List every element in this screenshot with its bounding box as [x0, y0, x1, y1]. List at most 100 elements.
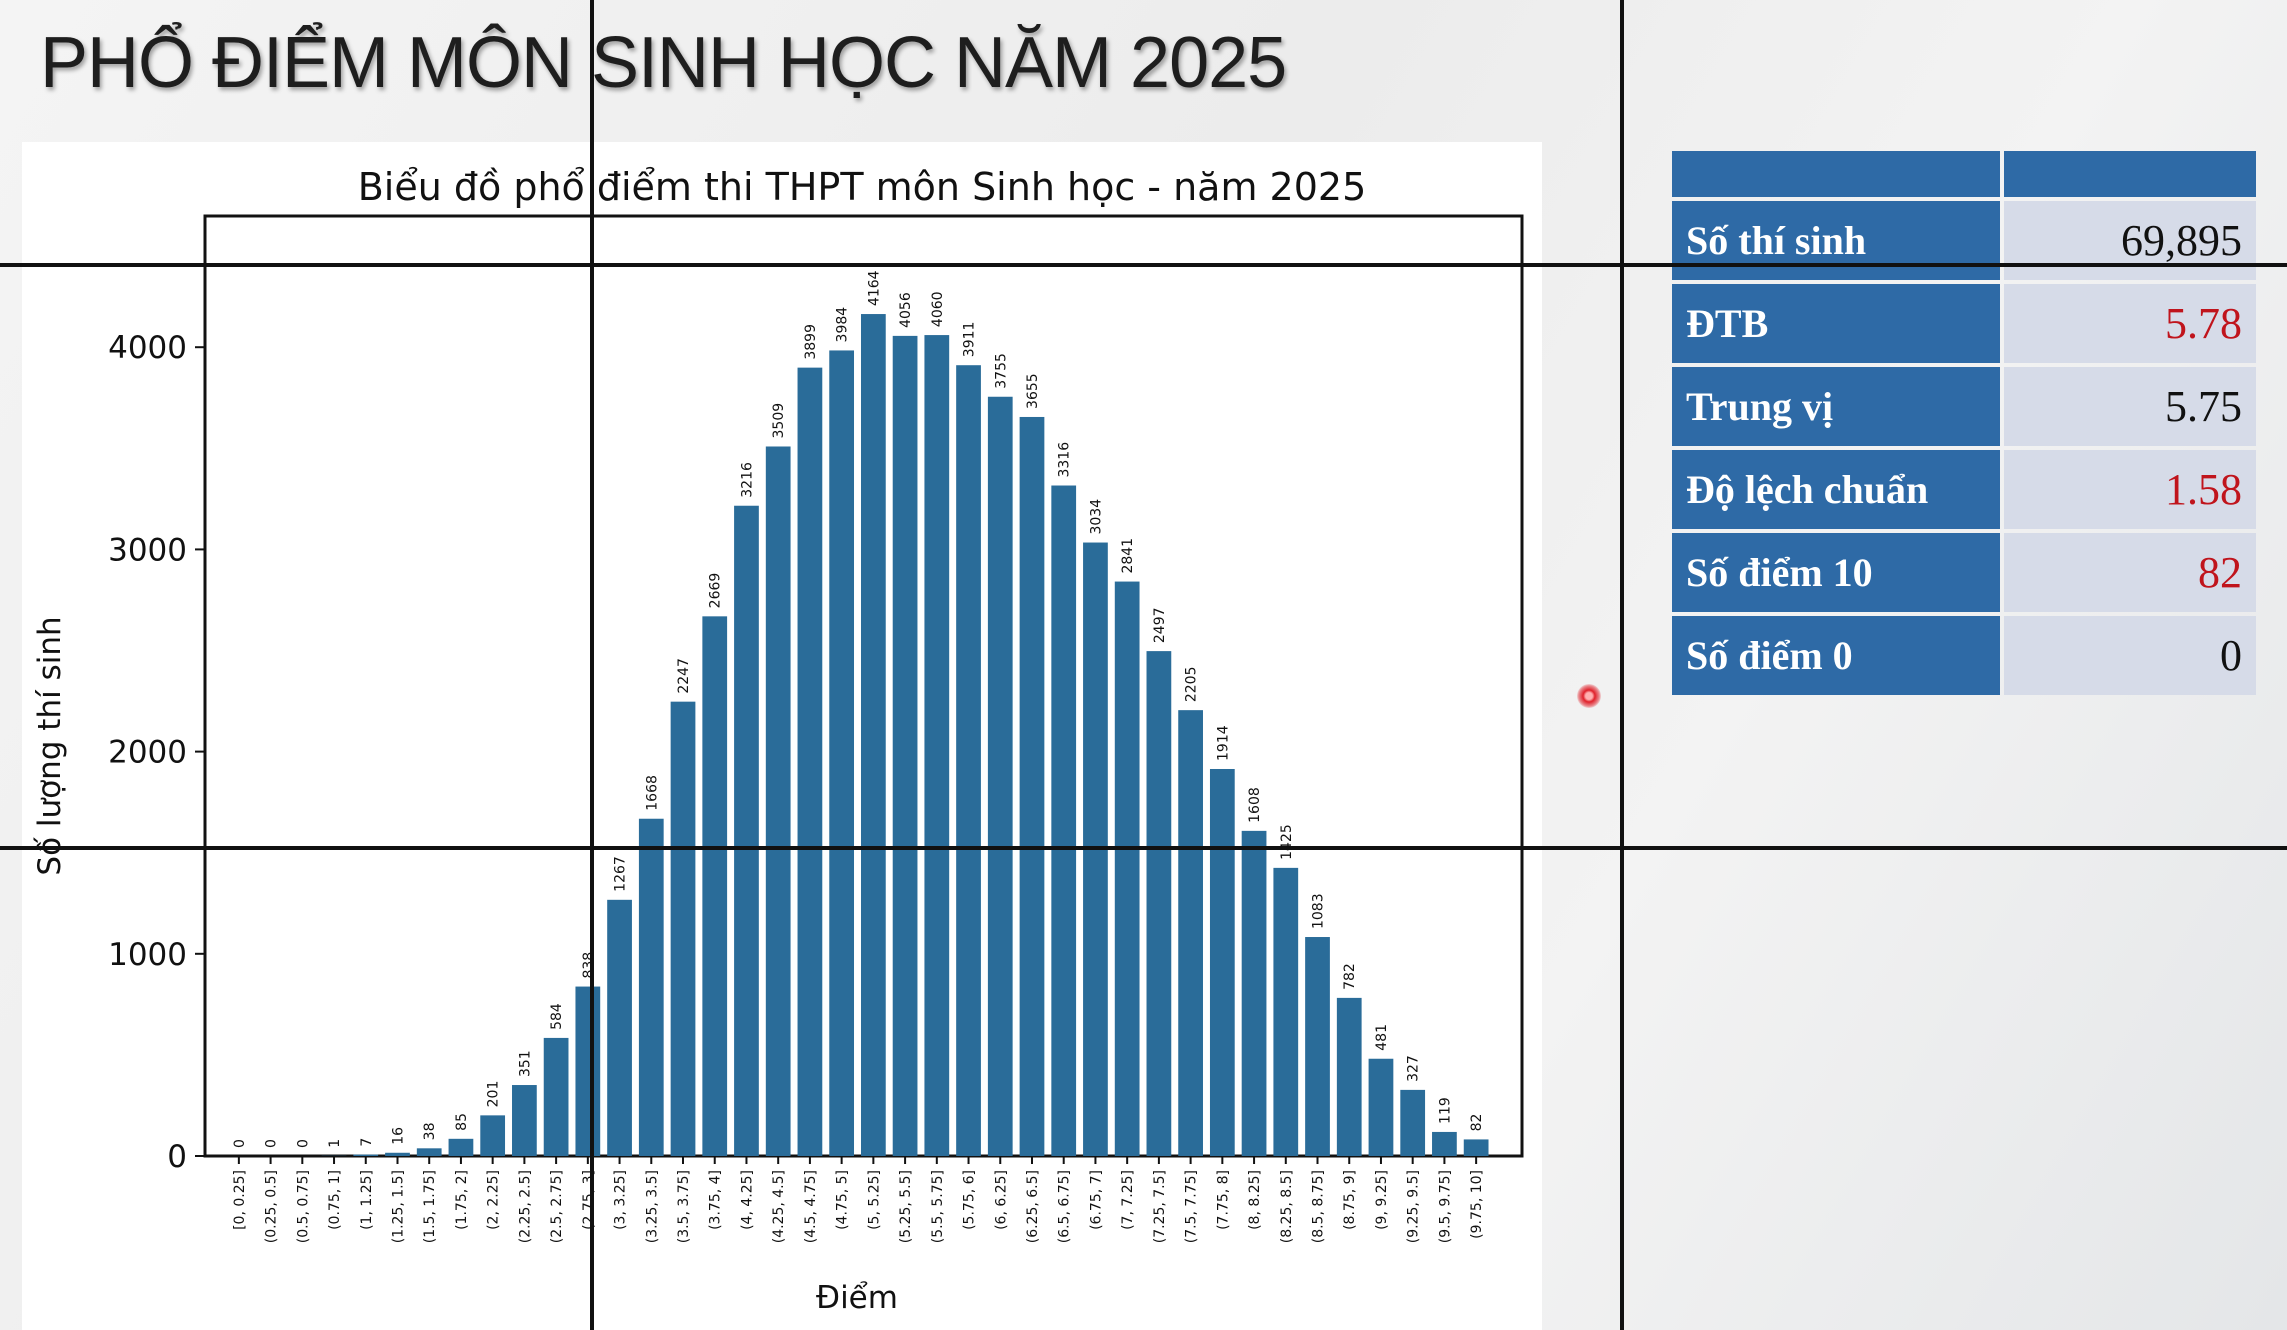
stat-label: Số điểm 10 [1672, 533, 2000, 612]
x-tick-label: (8.25, 8.5] [1279, 1170, 1295, 1243]
x-tick-label: (2.5, 2.75] [549, 1170, 565, 1243]
bar [1019, 416, 1045, 1156]
bar [1114, 581, 1140, 1156]
x-tick-label: (8, 8.25] [1247, 1170, 1263, 1230]
data-label: 4056 [898, 292, 914, 328]
x-axis-title: Điểm [816, 1280, 898, 1316]
x-tick-label: (2.25, 2.5] [517, 1170, 533, 1243]
x-tick-label: (4.5, 4.75] [803, 1170, 819, 1243]
data-label: 4164 [866, 270, 882, 306]
x-tick-label: (3.5, 3.75] [676, 1170, 692, 1243]
stats-row: Số thí sinh 69,895 [1672, 201, 2256, 280]
data-label: 327 [1406, 1055, 1422, 1082]
bar [607, 899, 632, 1156]
bar [638, 818, 664, 1156]
bar [860, 314, 886, 1156]
bar [924, 335, 950, 1156]
x-tick-label: (1.25, 1.5] [390, 1170, 406, 1243]
stats-table: Số thí sinh 69,895 ĐTB 5.78 Trung vị 5.75 Đ… [1668, 147, 2260, 699]
data-label: 1083 [1311, 893, 1327, 929]
stat-value: 1.58 [2004, 450, 2256, 529]
x-tick-label: (0.5, 0.75] [295, 1170, 311, 1243]
data-label: 2205 [1184, 667, 1200, 703]
x-tick-label: (9.75, 10] [1469, 1170, 1485, 1239]
data-label: 838 [581, 952, 597, 979]
x-tick-label: (1.5, 1.75] [422, 1170, 438, 1243]
x-tick-label: (5.5, 5.75] [930, 1170, 946, 1243]
bar [385, 1152, 410, 1156]
data-label: 82 [1469, 1114, 1485, 1132]
bar [797, 367, 823, 1157]
bar [1368, 1058, 1394, 1156]
data-label: 1914 [1215, 725, 1231, 761]
x-tick-label: (1.75, 2] [454, 1170, 470, 1230]
stat-value: 0 [2004, 616, 2256, 695]
data-label: 3899 [803, 324, 819, 360]
data-label: 0 [264, 1139, 280, 1148]
stat-label: Số thí sinh [1672, 201, 2000, 280]
bar [734, 505, 759, 1156]
bar [1178, 710, 1203, 1156]
data-label: 1425 [1279, 824, 1295, 860]
data-label: 2669 [708, 573, 724, 609]
y-tick-label: 2000 [108, 735, 187, 771]
bar [543, 1037, 569, 1156]
screen-seam [590, 0, 594, 1330]
x-tick-label: (5.75, 6] [962, 1170, 978, 1230]
bar [1209, 768, 1235, 1156]
bar [702, 616, 728, 1156]
y-tick-label: 1000 [108, 937, 187, 973]
y-tick-label: 0 [167, 1139, 187, 1175]
data-label: 3984 [835, 307, 851, 343]
x-tick-label: [0, 0.25] [232, 1170, 248, 1230]
bar [353, 1154, 379, 1156]
x-tick-label: (5.25, 5.5] [898, 1170, 914, 1243]
data-label: 351 [517, 1050, 533, 1077]
x-tick-label: (1, 1.25] [359, 1170, 375, 1230]
stats-row: ĐTB 5.78 [1672, 284, 2256, 363]
bar [1305, 937, 1330, 1156]
stat-value: 5.75 [2004, 367, 2256, 446]
data-label: 0 [295, 1139, 311, 1148]
data-label: 3034 [1088, 499, 1104, 535]
stats-header-cell [1672, 151, 2000, 197]
bar [480, 1115, 506, 1156]
bar [448, 1138, 474, 1156]
stats-row: Trung vị 5.75 [1672, 367, 2256, 446]
stat-label: Độ lệch chuẩn [1672, 450, 2000, 529]
data-label: 16 [390, 1127, 406, 1145]
bar [956, 365, 981, 1156]
x-tick-label: (6.75, 7] [1088, 1170, 1104, 1230]
x-tick-label: (4, 4.25] [739, 1170, 755, 1230]
x-tick-label: (9.5, 9.75] [1437, 1170, 1453, 1243]
screen-seam [0, 263, 2287, 267]
x-tick-label: (3.25, 3.5] [644, 1170, 660, 1243]
x-tick-label: (9.25, 9.5] [1406, 1170, 1422, 1243]
x-tick-label: (7.5, 7.75] [1184, 1170, 1200, 1243]
data-label: 85 [454, 1113, 470, 1131]
data-label: 0 [232, 1139, 248, 1148]
stat-label: Số điểm 0 [1672, 616, 2000, 695]
data-label: 1 [327, 1139, 343, 1148]
bar-chart: Biểu đồ phổ điểm thi THPT môn Sinh học -… [32, 165, 1524, 1316]
stats-row: Số điểm 10 82 [1672, 533, 2256, 612]
x-tick-label: (9, 9.25] [1374, 1170, 1390, 1230]
x-tick-label: (4.25, 4.5] [771, 1170, 787, 1243]
data-label: 4060 [930, 291, 946, 327]
stat-label: ĐTB [1672, 284, 2000, 363]
bar [1432, 1131, 1457, 1156]
x-tick-label: (3.75, 4] [708, 1170, 724, 1230]
bar [1273, 867, 1299, 1156]
x-tick-label: (3, 3.25] [613, 1170, 629, 1230]
bar [987, 396, 1013, 1156]
data-label: 584 [549, 1003, 565, 1030]
bar [892, 335, 918, 1156]
bar [829, 350, 855, 1156]
screen-seam [1620, 0, 1624, 1330]
y-axis-title: Số lượng thí sinh [32, 616, 68, 875]
bar [1336, 997, 1362, 1156]
x-tick-label: (5, 5.25] [866, 1170, 882, 1230]
x-tick-label: (0.25, 0.5] [264, 1170, 280, 1243]
x-tick-label: (2.75, 3] [581, 1170, 597, 1230]
